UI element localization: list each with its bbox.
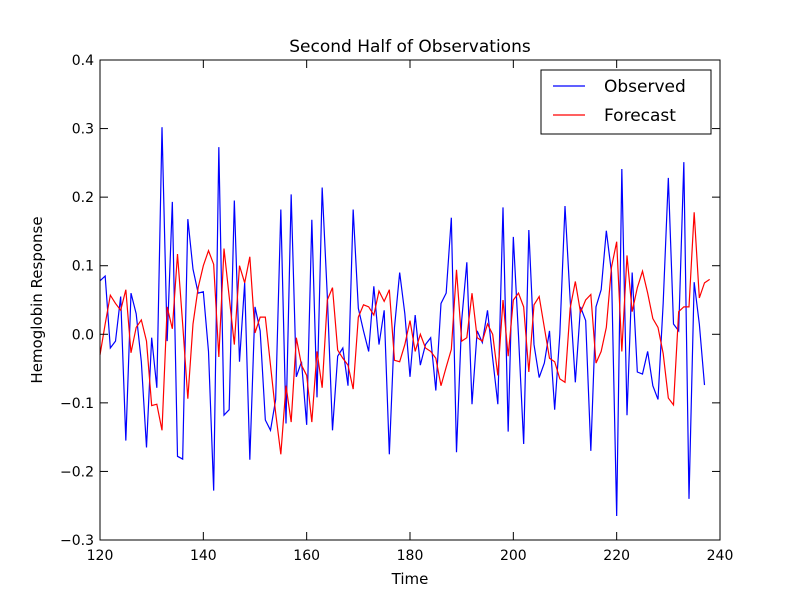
y-tick-label: −0.2 — [60, 464, 94, 480]
y-tick-label: 0.1 — [72, 259, 94, 275]
x-axis-label: Time — [391, 570, 429, 588]
series-line-forecast — [99, 212, 711, 455]
y-tick-label: −0.3 — [60, 533, 94, 549]
x-tick-label: 140 — [190, 548, 217, 564]
x-tick-label: 200 — [500, 548, 527, 564]
y-tick-label: 0.2 — [72, 190, 94, 206]
y-tick-label: 0.3 — [72, 122, 94, 138]
y-tick-label: 0.0 — [72, 327, 94, 343]
x-tick-label: 220 — [603, 548, 630, 564]
chart-title: Second Half of Observations — [289, 37, 531, 57]
legend: Observed Forecast — [540, 69, 712, 135]
x-tick-label: 160 — [293, 548, 320, 564]
plot-area — [99, 127, 711, 517]
x-tick-label: 240 — [707, 548, 734, 564]
x-tick-label: 180 — [397, 548, 424, 564]
y-tick-label: −0.1 — [60, 396, 94, 412]
plot-frame — [99, 59, 721, 541]
y-axis-label: Hemoglobin Response — [28, 216, 46, 383]
legend-box — [540, 69, 712, 135]
y-tick-label: 0.4 — [72, 53, 94, 69]
legend-label-forecast: Forecast — [604, 106, 676, 126]
axis-ticks: 120 140 160 180 200 220 240 −0.3 −0.2 −0.1 0.0 0.1 0… — [60, 53, 733, 564]
legend-label-observed: Observed — [604, 77, 686, 97]
x-tick-label: 120 — [87, 548, 114, 564]
series-line-observed — [99, 127, 706, 517]
